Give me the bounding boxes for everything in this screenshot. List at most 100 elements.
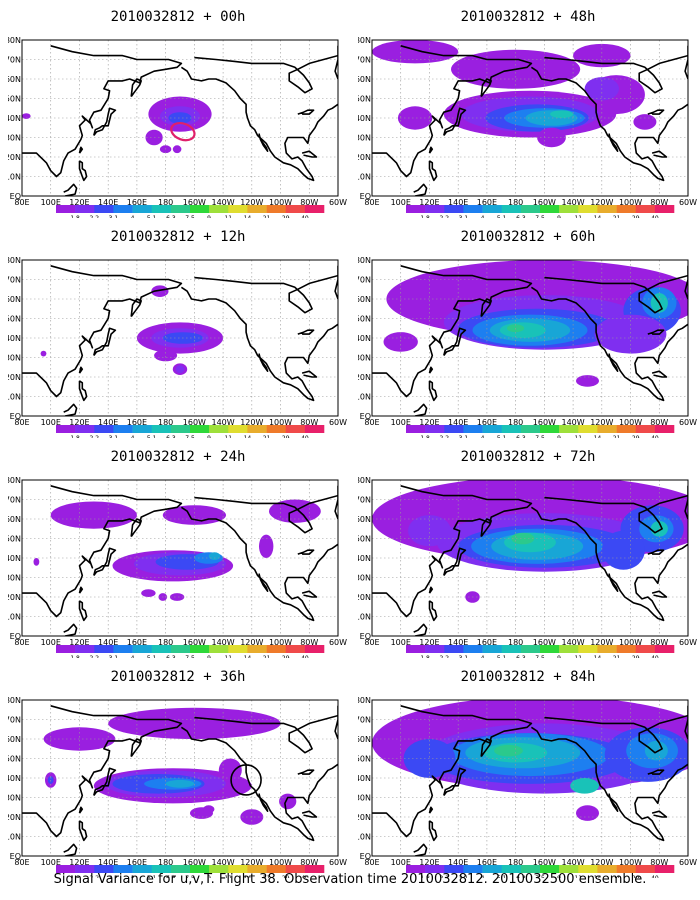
colorbar-label: 40 — [301, 435, 309, 438]
observation-circle — [230, 764, 262, 796]
lat-tick-label: 20N — [358, 153, 371, 162]
lon-tick-label: 180 — [158, 198, 173, 207]
lat-tick-label: 60N — [358, 515, 371, 524]
coastline — [647, 109, 665, 115]
coastline — [480, 518, 492, 538]
coastline — [194, 54, 338, 94]
lon-tick-label: 80E — [14, 638, 29, 647]
coastline — [443, 547, 467, 576]
coastline — [301, 590, 318, 598]
colorbar-label: 9 — [207, 435, 211, 438]
colorbar-swatch — [113, 205, 133, 213]
lat-tick-label: EQ — [10, 852, 21, 861]
colorbar-swatch — [520, 425, 541, 433]
colorbar-label: 11 — [574, 875, 582, 878]
map-plot: EQ 10N 20N 30N 40N 50N 60N 70N 80N 80E 100E 120E 140… — [358, 36, 697, 218]
panel-title: 2010032812 + 48h — [460, 9, 596, 25]
variance-region — [141, 589, 156, 597]
colorbar-swatch — [482, 425, 502, 433]
lon-tick-label: 140E — [448, 198, 468, 207]
variance-region — [22, 113, 31, 119]
colorbar-label: 11 — [224, 655, 232, 658]
lat-tick-label: 10N — [358, 613, 371, 622]
colorbar-label: 7.5 — [185, 215, 195, 218]
map-plot: EQ 10N 20N 30N 40N 50N 60N 70N 80N 80E 100E 120E 140… — [8, 476, 347, 658]
colorbar-swatch — [463, 425, 483, 433]
coastline — [428, 160, 438, 182]
colorbar-label: 21 — [263, 215, 271, 218]
colorbar-swatch — [425, 205, 445, 213]
colorbar-swatch — [190, 205, 210, 213]
colorbar-label: 9 — [557, 875, 561, 878]
lat-tick-label: 60N — [358, 75, 371, 84]
lon-tick-label: 120W — [240, 418, 263, 427]
coastline — [413, 623, 428, 636]
colorbar-label: 9 — [557, 655, 561, 658]
colorbar-label: 11 — [224, 435, 232, 438]
coastline — [297, 329, 315, 335]
lat-tick-label: 80N — [358, 696, 371, 705]
colorbar-label: 6.3 — [166, 655, 176, 658]
variance-region — [259, 534, 274, 558]
variance-region — [601, 530, 645, 570]
colorbar-swatch — [654, 425, 675, 433]
lon-tick-label: 80E — [14, 198, 29, 207]
lat-tick-label: 40N — [8, 334, 21, 343]
lat-tick-label: 60N — [358, 295, 371, 304]
lon-tick-label: 120W — [240, 638, 263, 647]
colorbar-label: 7.5 — [185, 435, 195, 438]
lat-tick-label: 20N — [358, 593, 371, 602]
lat-tick-label: EQ — [10, 412, 21, 421]
lat-tick-label: 30N — [358, 134, 371, 143]
map-plot: EQ 10N 20N 30N 40N 50N 60N 70N 80N 80E 100E 120E 140… — [8, 256, 347, 438]
lon-tick-label: 100W — [269, 418, 292, 427]
coastline — [194, 714, 338, 754]
colorbar-swatch — [616, 425, 636, 433]
coastline — [78, 160, 88, 182]
colorbar-swatch — [75, 205, 95, 213]
colorbar-swatch — [228, 205, 248, 213]
lat-tick-label: 20N — [358, 373, 371, 382]
colorbar-label: 3.1 — [459, 655, 469, 658]
colorbar-swatch — [540, 425, 560, 433]
coastline — [443, 767, 467, 796]
lon-tick-label: 80E — [364, 418, 379, 427]
coastline — [180, 66, 338, 182]
colorbar-swatch — [113, 865, 133, 873]
lat-tick-label: 60N — [358, 735, 371, 744]
lat-tick-label: 50N — [8, 315, 21, 324]
lon-tick-label: 140W — [561, 858, 584, 867]
lon-tick-label: 100E — [391, 858, 411, 867]
colorbar-swatch — [425, 865, 445, 873]
lat-tick-label: 20N — [8, 813, 21, 822]
lon-tick-label: 100W — [619, 858, 642, 867]
colorbar-swatch — [304, 425, 325, 433]
coastline — [372, 705, 533, 838]
map-plot: EQ 10N 20N 30N 40N 50N 60N 70N 80N 80E 100E 120E 140… — [358, 476, 697, 658]
lat-tick-label: 80N — [8, 696, 21, 705]
lat-tick-label: 50N — [8, 755, 21, 764]
map-panel: 2010032812 + 12h EQ 10N 20N 30N 40N 50N 60N 70N 8… — [8, 228, 348, 438]
colorbar-label: 21 — [263, 435, 271, 438]
variance-region — [162, 505, 226, 525]
colorbar-swatch — [501, 645, 522, 653]
variance-region — [169, 593, 185, 601]
colorbar-label: 4 — [481, 435, 485, 438]
colorbar-swatch — [56, 645, 76, 653]
colorbar-label: 9 — [207, 655, 211, 658]
lon-tick-label: 120W — [590, 858, 613, 867]
colorbar-swatch — [635, 865, 656, 873]
colorbar-swatch — [559, 645, 579, 653]
lat-tick-label: 30N — [8, 354, 21, 363]
colorbar-label: 29 — [282, 655, 290, 658]
lon-tick-label: 100E — [41, 858, 61, 867]
coastline — [684, 45, 688, 80]
lat-tick-label: 50N — [8, 95, 21, 104]
colorbar-swatch — [578, 425, 598, 433]
colorbar-label: 6.3 — [516, 655, 526, 658]
colorbar-label: 7.5 — [535, 215, 545, 218]
coastline — [22, 45, 183, 178]
colorbar-swatch — [444, 425, 464, 433]
coastline — [651, 590, 668, 598]
colorbar-label: 29 — [282, 435, 290, 438]
